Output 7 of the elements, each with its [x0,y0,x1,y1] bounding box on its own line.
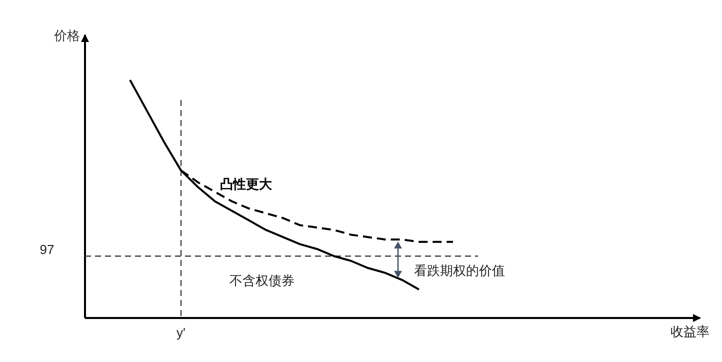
annotation: 不含权债券 [230,273,294,288]
text: 收益率 [670,324,710,339]
text: 97 [40,242,54,258]
annotation: 看跌期权的价值 [414,263,505,278]
series-label: 凸性更大 [220,176,273,192]
y-axis-title: 价格 [53,28,80,43]
text: y' [176,325,186,340]
